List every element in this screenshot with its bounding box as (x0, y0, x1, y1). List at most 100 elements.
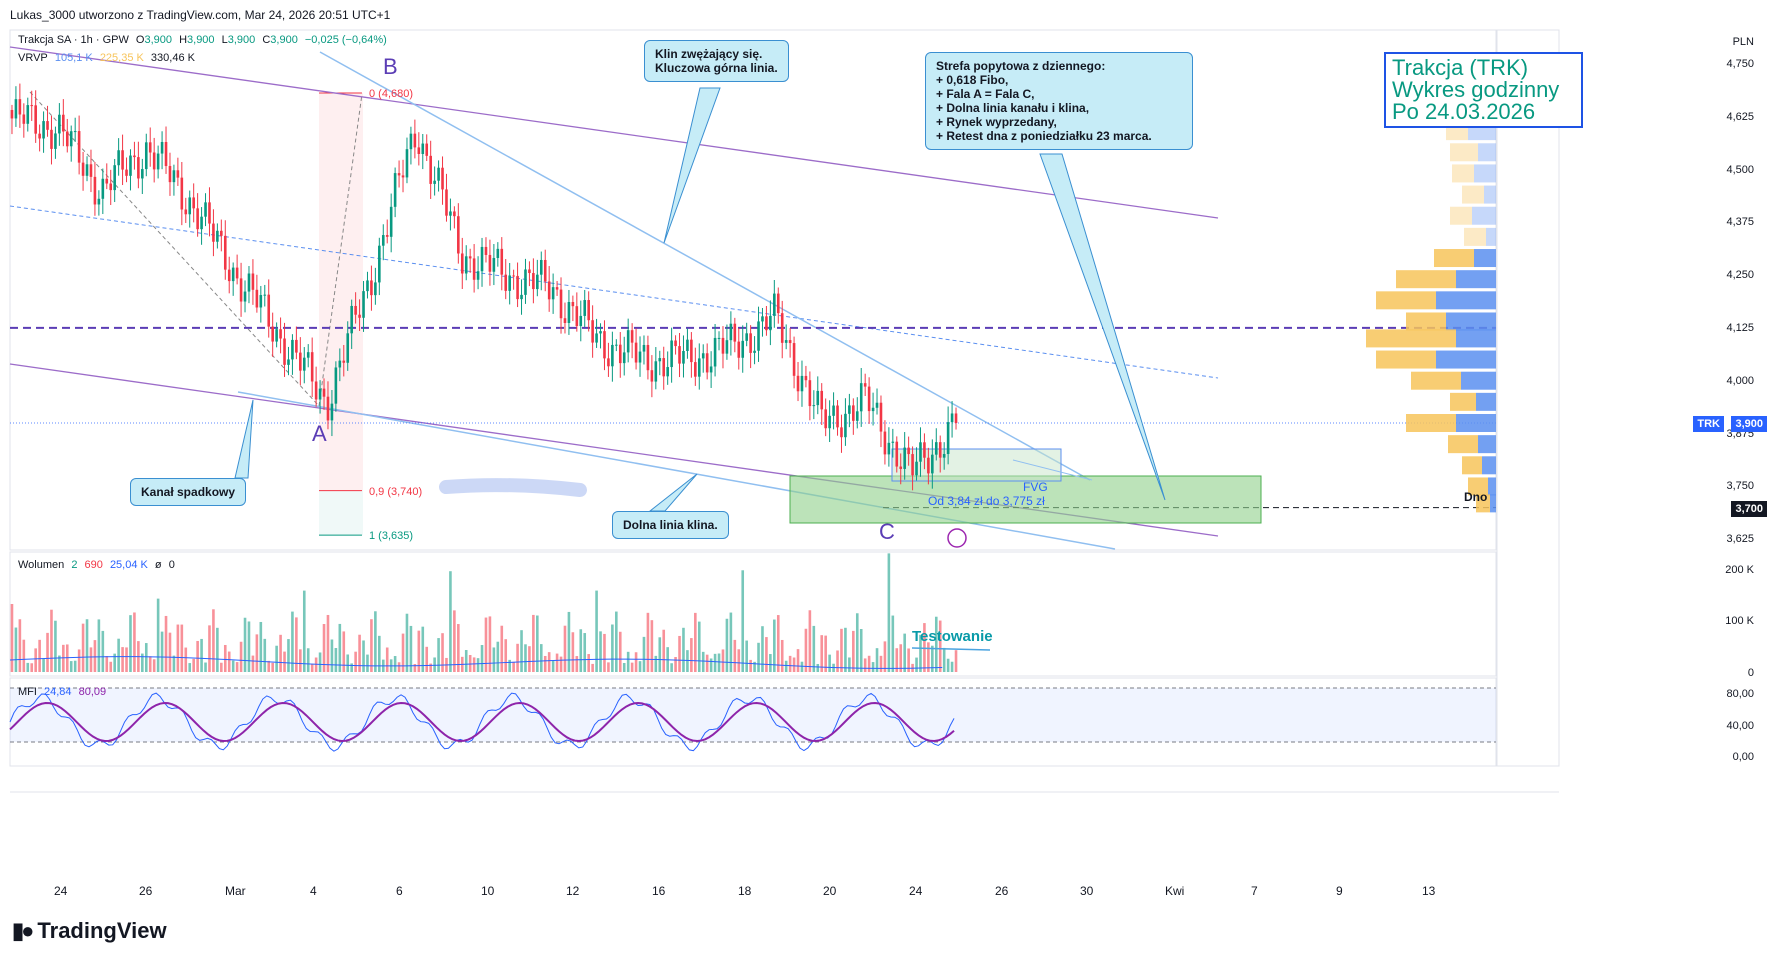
candle (235, 254, 239, 285)
volume-bar (69, 661, 73, 672)
candle (50, 115, 53, 165)
candle-body (263, 294, 267, 296)
ohlc-low: 3,900 (227, 34, 256, 46)
candle-body (737, 341, 741, 358)
volume-bar (946, 658, 950, 672)
time-tick: Mar (225, 884, 246, 898)
volume-bar (385, 647, 389, 672)
candle-body (93, 176, 97, 205)
tradingview-logo[interactable]: ▮● TradingView (12, 918, 167, 944)
candle (504, 259, 508, 300)
candle-body (374, 282, 377, 296)
candle (318, 380, 322, 414)
volume-bar (788, 655, 792, 672)
candle (638, 336, 642, 377)
volume-bar (575, 656, 579, 672)
candle-body (342, 360, 346, 363)
candle-body (409, 133, 413, 150)
volume-value-4: ø (154, 559, 162, 571)
time-tick: 20 (823, 884, 837, 898)
candle-body (437, 167, 440, 181)
candle (919, 427, 922, 477)
volume-bar (378, 635, 381, 672)
candle (492, 244, 496, 286)
volume-bar (10, 604, 14, 672)
candle (701, 344, 705, 373)
candle-body (800, 375, 804, 392)
volume-bar (302, 590, 306, 672)
candle-body (745, 333, 748, 341)
candle (634, 328, 638, 370)
volume-bar (73, 660, 77, 672)
candle (780, 300, 784, 359)
volume-bar (208, 625, 211, 672)
volume-bar (65, 644, 69, 672)
volume-bar (322, 624, 326, 672)
volume-bar (81, 623, 85, 672)
candle-body (133, 155, 136, 158)
volume-value-1: 2 (71, 559, 78, 571)
vrvp-bar-up (1436, 350, 1496, 369)
candle-body (808, 380, 812, 407)
candle (227, 256, 231, 294)
candle-body (220, 230, 223, 236)
candle (109, 169, 113, 206)
candle (555, 281, 559, 296)
volume-bar (216, 627, 219, 672)
candle-body (875, 402, 879, 408)
volume-bar (682, 627, 685, 672)
candle-body (567, 301, 571, 323)
testowanie-label: Testowanie (912, 628, 993, 645)
candle-body (14, 99, 18, 119)
candle-body (34, 105, 37, 134)
volume-bar (867, 655, 871, 672)
candle (844, 398, 847, 446)
mfi-label[interactable]: MFI (18, 686, 37, 698)
volume-label[interactable]: Wolumen (18, 559, 65, 571)
volume-bar (184, 647, 188, 672)
volume-bar (30, 663, 34, 672)
volume-bar (247, 621, 251, 672)
candle-body (828, 415, 831, 429)
mfi-tick: 80,00 (1726, 688, 1754, 700)
candle-body (405, 149, 409, 178)
symbol-label[interactable]: Trakcja SA · 1h · GPW (18, 34, 129, 46)
volume-bar (662, 629, 666, 672)
candle (342, 344, 346, 377)
candle (413, 119, 417, 159)
vrvp-bar-down (1396, 270, 1456, 289)
candle (42, 111, 45, 153)
candle-body (208, 202, 211, 224)
volume-bar (117, 638, 120, 672)
volume-bar (721, 649, 725, 672)
volume-bar (555, 653, 559, 672)
candle-body (883, 431, 887, 455)
candle-body (812, 405, 816, 407)
candle (330, 390, 334, 437)
volume-bar (741, 570, 745, 672)
candle (405, 137, 409, 184)
candle (121, 134, 124, 186)
candle (370, 265, 373, 311)
vrvp-bar-up (1456, 270, 1496, 289)
candle-body (54, 133, 57, 149)
volume-bar (295, 617, 298, 672)
candle-body (500, 248, 504, 275)
volume-bar (942, 647, 946, 672)
volume-bar (603, 633, 606, 672)
candle-body (322, 388, 326, 397)
currency-label[interactable]: PLN (1732, 36, 1754, 48)
volume-bar (567, 611, 571, 672)
candle (784, 324, 788, 350)
candle-body (271, 326, 274, 342)
candle-body (10, 109, 14, 119)
candle-body (291, 339, 294, 360)
mfi-pane (9, 677, 1497, 767)
candle (334, 361, 338, 412)
candle-body (871, 407, 875, 412)
candle (946, 406, 950, 465)
candle (745, 322, 748, 347)
candle-body (62, 114, 65, 132)
vrvp-label[interactable]: VRVP (18, 52, 48, 64)
